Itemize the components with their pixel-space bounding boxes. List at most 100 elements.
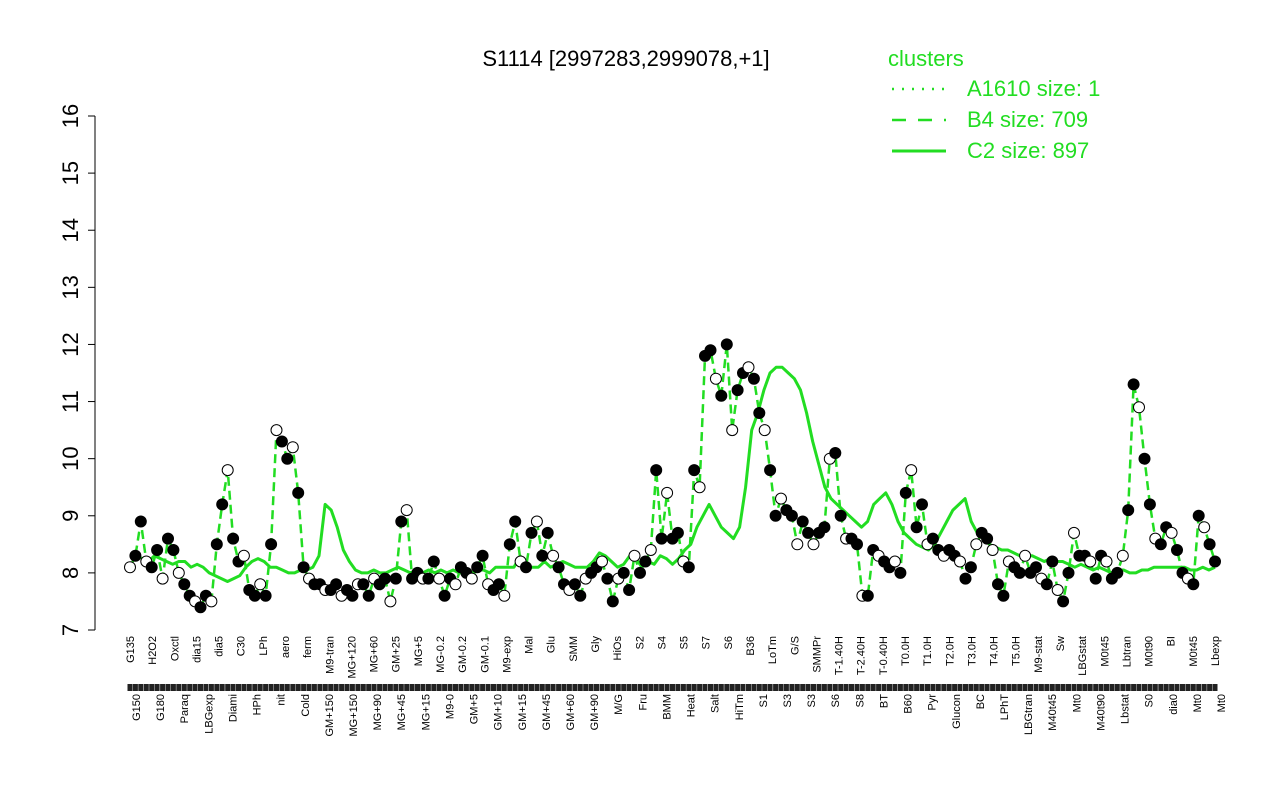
- x-tick-label: Glucon: [951, 694, 963, 729]
- rug-mark: [821, 684, 827, 691]
- rug-mark: [208, 684, 214, 691]
- rug-mark: [1114, 684, 1120, 691]
- b4-point: [802, 526, 815, 539]
- rug-mark: [1196, 684, 1202, 691]
- b4-point: [834, 509, 847, 522]
- b4-point: [596, 555, 608, 568]
- rug-mark: [393, 684, 399, 691]
- rug-mark: [697, 684, 703, 691]
- x-tick-label: S8: [854, 694, 866, 707]
- x-tick-label: aero: [280, 636, 292, 658]
- rug-mark: [588, 684, 594, 691]
- b4-point: [395, 515, 408, 528]
- rug-mark: [1207, 684, 1213, 691]
- x-tick-label: GM-0.2: [457, 636, 469, 673]
- rug-mark: [870, 684, 876, 691]
- b4-point: [791, 538, 804, 551]
- axes: 7 8 9 10 11 12 13 14 15 16: [58, 104, 96, 636]
- rug-mark: [442, 684, 448, 691]
- b4-point: [1187, 578, 1200, 591]
- x-tick-label: Mt0: [1216, 694, 1228, 712]
- rug-mark: [463, 684, 469, 691]
- b4-point: [297, 561, 310, 574]
- x-tick-label: T-2.40H: [856, 636, 868, 675]
- x-tick-label: T4.0H: [989, 636, 1001, 666]
- x-tick-label: MG+5: [413, 636, 425, 666]
- b4-point: [552, 561, 565, 574]
- rug-mark: [1190, 684, 1196, 691]
- x-tick-label: HiTm: [734, 694, 746, 720]
- rug-mark: [843, 684, 849, 691]
- b4-point: [525, 526, 538, 539]
- rug-mark: [816, 684, 822, 691]
- x-tick-label: BC: [975, 694, 987, 709]
- y-tick-label: 11: [58, 390, 83, 413]
- rug-mark: [1006, 684, 1012, 691]
- b4-point: [465, 572, 478, 585]
- y-tick-label: 9: [58, 510, 83, 522]
- rug-mark: [1044, 684, 1050, 691]
- rug-mark: [963, 684, 968, 691]
- b4-point: [237, 549, 250, 562]
- x-tick-label: GM+10: [493, 694, 505, 730]
- rug-mark: [349, 684, 355, 691]
- rug-mark: [550, 684, 556, 691]
- x-tick-label: MG+60: [369, 636, 381, 672]
- b4-point: [1122, 504, 1135, 517]
- rug-mark: [512, 684, 518, 691]
- rug-mark: [724, 684, 730, 691]
- rug-mark: [979, 684, 985, 691]
- b4-point: [986, 544, 999, 556]
- rug-mark: [317, 684, 323, 691]
- rug-mark: [170, 684, 176, 691]
- rug-mark: [1125, 684, 1131, 691]
- rug-mark: [523, 684, 529, 691]
- x-tick-label: HiOs: [612, 636, 624, 661]
- x-tick-label: nit: [276, 694, 288, 706]
- b4-point: [422, 572, 435, 585]
- rug-mark: [1033, 684, 1039, 691]
- x-tick-labels: G135 H2O2 Oxctl dia15 dia5 C30 LPh aero ferm M9-t…: [125, 636, 1228, 737]
- b4-point: [471, 561, 484, 574]
- x-tick-label: Diami: [227, 694, 239, 722]
- rug-mark: [507, 684, 513, 691]
- x-tick-label: Sw: [1055, 636, 1067, 651]
- rug-mark: [659, 684, 665, 691]
- b4-point: [1192, 509, 1205, 522]
- b4-point: [916, 498, 928, 511]
- x-tick-label: T0.0H: [900, 636, 912, 666]
- rug-mark: [648, 684, 654, 691]
- rug-mark: [230, 684, 236, 691]
- b4-point: [715, 389, 728, 402]
- b4-point: [1127, 378, 1140, 391]
- x-tick-label: MG+15: [420, 694, 432, 730]
- b4-point: [427, 555, 440, 568]
- rug-mark: [637, 684, 643, 691]
- x-tick-label: S2: [634, 636, 646, 649]
- rug-mark: [431, 684, 437, 691]
- rug-mark: [1022, 684, 1028, 691]
- rug-mark: [149, 684, 155, 691]
- x-tick-label: S3: [782, 694, 794, 707]
- rug-mark: [751, 684, 757, 691]
- b4-point: [536, 549, 549, 562]
- b4-point: [753, 407, 766, 419]
- rug-mark: [1104, 684, 1109, 691]
- b4-point: [926, 532, 939, 545]
- b4-point: [384, 595, 397, 608]
- rug-mark: [496, 684, 502, 691]
- legend-label: B4 size: 709: [967, 107, 1088, 132]
- x-tick-label: LoTm: [767, 636, 779, 664]
- x-tick-label: GM+90: [589, 694, 601, 730]
- rug-mark: [290, 684, 296, 691]
- b4-point: [129, 549, 142, 562]
- b4-point: [807, 538, 820, 551]
- x-tick-label: BT: [878, 694, 890, 708]
- rug-mark: [908, 684, 914, 691]
- b4-point: [254, 578, 267, 591]
- rug-mark: [138, 684, 144, 691]
- x-tick-label: BMM: [661, 694, 673, 720]
- x-tick-label: LPh: [258, 636, 270, 656]
- rug-mark: [583, 684, 589, 691]
- b4-point: [167, 544, 180, 556]
